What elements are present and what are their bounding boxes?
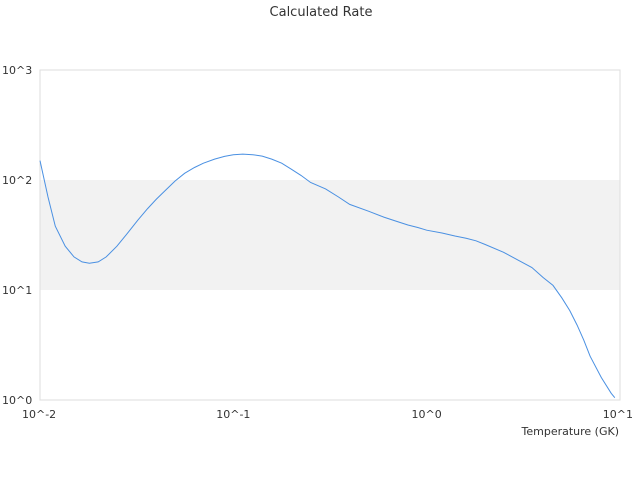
y-tick-label: 10^2: [2, 174, 32, 187]
x-tick-label: 10^0: [412, 408, 442, 421]
plot-bands: [40, 180, 620, 290]
y-tick-label: 10^0: [2, 394, 32, 407]
series-line: [39, 153, 616, 399]
y-tick-label: 10^3: [2, 64, 32, 77]
x-tick-label: 10^-1: [216, 408, 250, 421]
chart-title: Calculated Rate: [270, 5, 373, 20]
x-tick-label: 10^1: [603, 408, 633, 421]
y-tick-label: 10^1: [2, 284, 32, 297]
plot-area-border: [39, 69, 621, 401]
x-axis-title: Temperature (GK): [521, 425, 620, 438]
plot-band: [40, 180, 620, 290]
x-tick-label: 10^-2: [22, 408, 56, 421]
y-axis-ticks: 10^0 10^1 10^2 10^3: [2, 64, 32, 407]
x-axis-ticks: 10^-2 10^-1 10^0 10^1: [22, 408, 633, 421]
